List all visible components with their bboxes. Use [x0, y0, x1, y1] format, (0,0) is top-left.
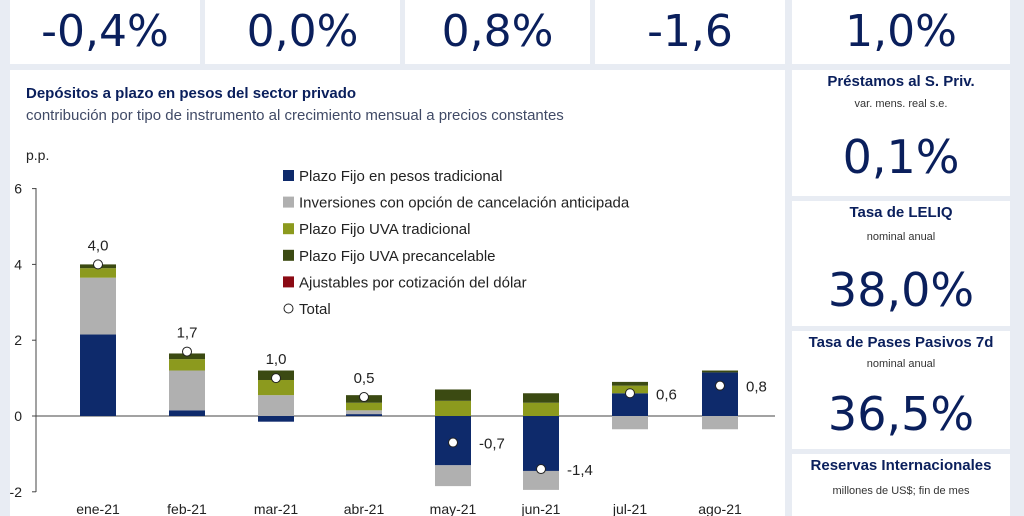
bar-segment-1: [702, 416, 738, 430]
y-tick-label: 0: [14, 408, 22, 424]
y-tick-label: 4: [14, 256, 22, 272]
y-tick-label: 6: [14, 181, 22, 197]
bar-segment-3: [523, 393, 559, 403]
bar-segment-0: [612, 393, 648, 416]
bar-segment-1: [435, 465, 471, 487]
kpi-5: 1,0%: [792, 0, 1010, 64]
legend-label: Ajustables por cotización del dólar: [299, 274, 527, 291]
bar-segment-2: [346, 402, 382, 411]
y-axis-label: p.p.: [26, 147, 49, 163]
bar-segment-1: [346, 410, 382, 415]
bar-segment-0: [523, 416, 559, 471]
kpi-1: -0,4%: [10, 0, 200, 64]
x-tick-label: feb-21: [167, 501, 207, 516]
side-value: 38,0%: [827, 263, 975, 317]
bar-segment-1: [523, 470, 559, 490]
side-subtitle: millones de US$; fin de mes: [832, 485, 970, 497]
bar-segment-3: [702, 370, 738, 373]
legend-label: Plazo Fijo UVA tradicional: [299, 221, 470, 238]
total-marker: [715, 380, 725, 391]
chart-panel: [10, 70, 785, 516]
side-subtitle: var. mens. real s.e.: [854, 98, 948, 110]
total-marker: [625, 388, 635, 399]
total-label: 4,0: [88, 237, 109, 254]
bar-segment-0: [346, 414, 382, 416]
bar-segment-1: [258, 395, 294, 416]
total-label: 0,8: [746, 379, 767, 396]
kpi-4: -1,6: [595, 0, 785, 64]
legend-swatch: [283, 249, 294, 261]
legend-swatch: [283, 223, 294, 235]
legend-label: Total: [299, 301, 331, 318]
x-tick-label: mar-21: [254, 501, 299, 516]
bar-segment-1: [612, 416, 648, 430]
total-marker: [536, 464, 546, 475]
side-panel-loans: Préstamos al S. Priv. var. mens. real s.…: [792, 70, 1010, 196]
side-value: 0,1%: [842, 130, 960, 184]
chart-subtitle: contribución por tipo de instrumento al …: [26, 107, 564, 124]
bar-segment-0: [702, 372, 738, 416]
x-tick-label: ene-21: [76, 501, 120, 516]
legend-label: Plazo Fijo UVA precancelable: [299, 248, 496, 265]
kpi-3: 0,8%: [405, 0, 590, 64]
total-marker: [93, 259, 103, 270]
bar-segment-1: [80, 277, 116, 335]
side-panel-pases: Tasa de Pases Pasivos 7d nominal anual 3…: [792, 331, 1010, 449]
x-tick-label: ago-21: [698, 501, 742, 516]
total-marker: [271, 373, 281, 384]
bar-segment-3: [612, 381, 648, 386]
total-label: 0,5: [354, 370, 375, 387]
bar-segment-2: [169, 359, 205, 371]
total-marker: [448, 437, 458, 448]
bar-segment-0: [258, 416, 294, 422]
legend-label: Plazo Fijo en pesos tradicional: [299, 168, 502, 185]
side-subtitle: nominal anual: [866, 231, 936, 243]
side-panel-reservas: Reservas Internacionales millones de US$…: [792, 454, 1010, 516]
total-label: -1,4: [567, 462, 593, 479]
side-title: Tasa de Pases Pasivos 7d: [808, 334, 994, 351]
side-value: 36,5%: [827, 387, 975, 441]
bar-segment-1: [169, 370, 205, 411]
legend-swatch: [283, 170, 294, 181]
x-tick-label: jul-21: [612, 501, 647, 516]
bar-segment-2: [258, 379, 294, 396]
total-label: 0,6: [656, 386, 677, 403]
total-label: 1,7: [177, 325, 198, 342]
side-subtitle: nominal anual: [866, 358, 936, 370]
side-title: Reservas Internacionales: [810, 457, 992, 474]
legend-swatch: [283, 276, 294, 288]
bar-segment-0: [169, 410, 205, 416]
total-label: 1,0: [266, 351, 287, 368]
x-tick-label: may-21: [430, 501, 477, 516]
bar-segment-2: [80, 268, 116, 278]
side-panel-leliq: Tasa de LELIQ nominal anual 38,0%: [792, 201, 1010, 326]
total-label: -0,7: [479, 436, 505, 453]
total-marker: [182, 346, 192, 357]
x-tick-label: abr-21: [344, 501, 385, 516]
bar-segment-2: [523, 402, 559, 416]
y-tick-label: -2: [10, 484, 23, 500]
chart-title: Depósitos a plazo en pesos del sector pr…: [26, 85, 357, 102]
kpi-2: 0,0%: [205, 0, 400, 64]
legend-swatch: [283, 196, 294, 208]
total-marker: [359, 392, 369, 403]
x-tick-label: jun-21: [521, 501, 561, 516]
y-tick-label: 2: [14, 332, 22, 348]
legend-label: Inversiones con opción de cancelación an…: [299, 195, 630, 212]
bar-segment-2: [435, 400, 471, 416]
bar-segment-0: [80, 334, 116, 416]
side-title: Préstamos al S. Priv.: [827, 73, 975, 90]
legend-total-marker: [283, 303, 294, 314]
side-title: Tasa de LELIQ: [849, 204, 953, 221]
bar-segment-3: [435, 389, 471, 401]
